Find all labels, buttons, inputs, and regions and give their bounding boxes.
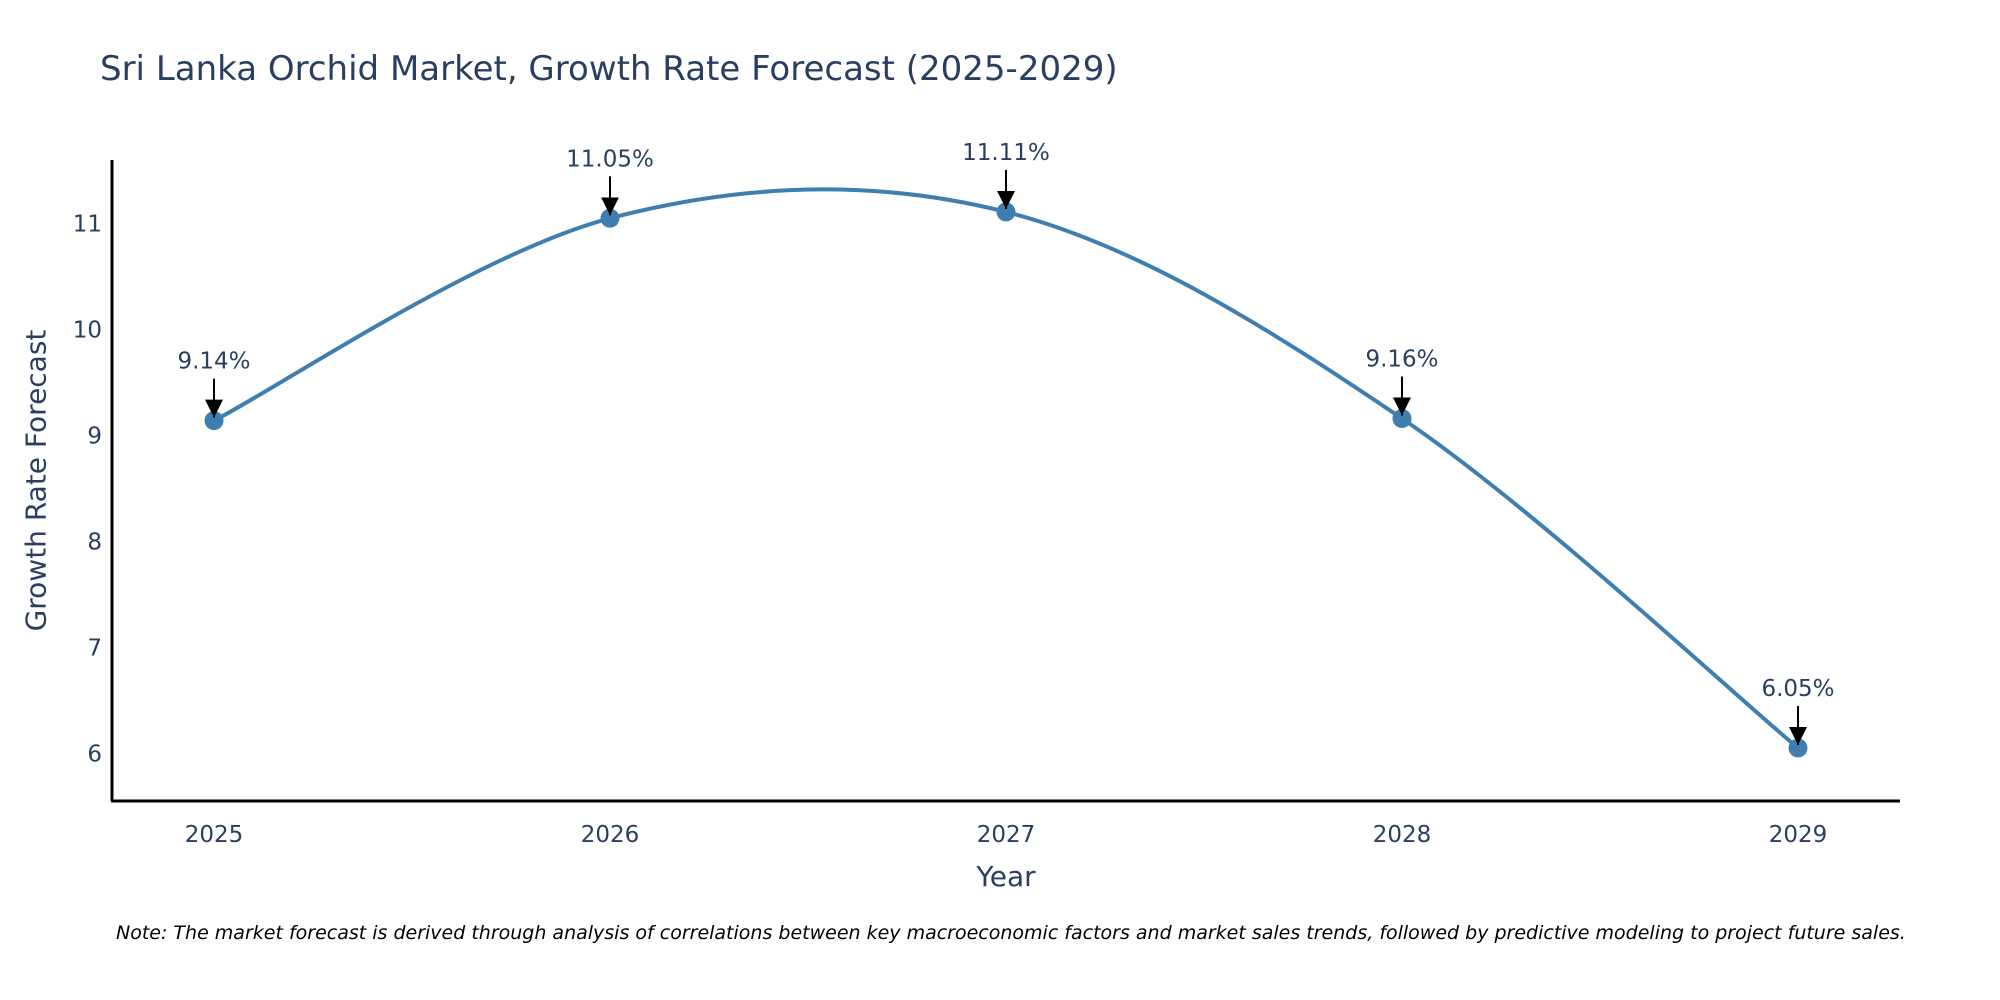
- series-line: [212, 187, 1800, 751]
- x-tick-label: 2026: [581, 822, 640, 848]
- y-tick-label: 11: [73, 212, 102, 238]
- data-labels: 9.14% 11.05% 11.11% 9.16% 6.05%: [177, 140, 1835, 746]
- x-tick-label: 2028: [1373, 822, 1432, 848]
- y-tick-label: 8: [87, 529, 102, 555]
- x-axis-ticks: 2025 2026 2027 2028 2029: [185, 822, 1828, 848]
- x-tick-label: 2029: [1769, 822, 1828, 848]
- chart-note: Note: The market forecast is derived thr…: [116, 922, 1906, 944]
- data-label: 11.05%: [566, 146, 654, 172]
- data-label: 11.11%: [962, 140, 1050, 166]
- series-layer: [204, 187, 1808, 758]
- y-tick-label: 9: [87, 423, 102, 449]
- y-tick-label: 7: [87, 635, 102, 661]
- x-tick-label: 2027: [977, 822, 1036, 848]
- y-tick-label: 10: [73, 318, 102, 344]
- chart-title: Sri Lanka Orchid Market, Growth Rate For…: [100, 49, 1118, 89]
- data-label: 6.05%: [1761, 676, 1834, 702]
- y-axis-ticks: 6 7 8 9 10 11: [73, 212, 102, 768]
- data-label: 9.16%: [1365, 347, 1438, 373]
- y-tick-label: 6: [87, 741, 102, 767]
- y-axis-title: Growth Rate Forecast: [20, 330, 53, 632]
- x-axis-title: Year: [975, 860, 1036, 893]
- x-tick-label: 2025: [185, 822, 244, 848]
- data-label: 9.14%: [177, 349, 250, 375]
